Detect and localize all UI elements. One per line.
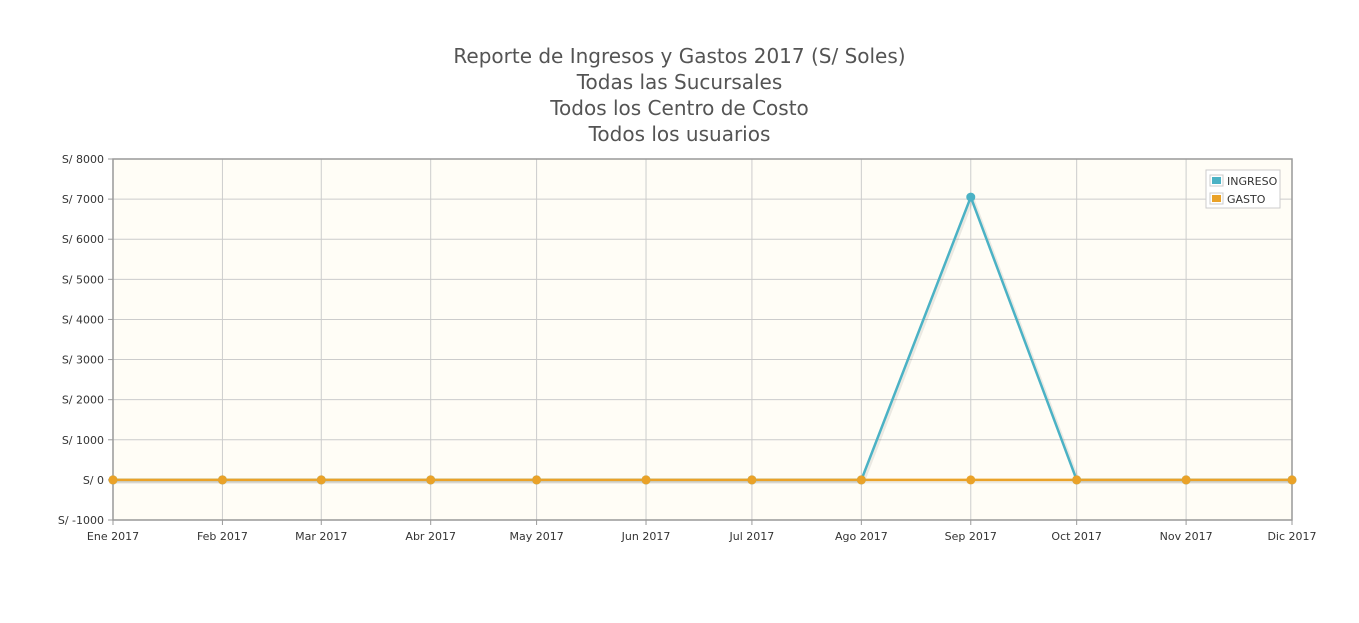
x-tick-label: Mar 2017: [295, 530, 347, 543]
data-point-ingreso: [966, 192, 976, 202]
plot-area: [113, 159, 1292, 520]
data-point-gasto: [966, 475, 976, 485]
chart-title-line-3: Todos los Centro de Costo: [550, 96, 809, 120]
y-tick-label: S/ 4000: [62, 313, 104, 326]
x-tick-label: Ene 2017: [87, 530, 139, 543]
plot-border: [112, 158, 1293, 521]
x-tick-label: Jun 2017: [621, 530, 671, 543]
data-point-gasto: [108, 475, 118, 485]
data-point-gasto: [532, 475, 542, 485]
y-tick-label: S/ 8000: [62, 153, 104, 166]
y-tick-label: S/ 5000: [62, 273, 104, 286]
x-tick-label: Ago 2017: [835, 530, 888, 543]
data-point-gasto: [747, 475, 757, 485]
y-tick-label: S/ 3000: [62, 354, 104, 367]
chart-title-line-2: Todas las Sucursales: [576, 70, 783, 94]
y-tick-label: S/ 7000: [62, 193, 104, 206]
chart-title-line-1: Reporte de Ingresos y Gastos 2017 (S/ So…: [453, 44, 906, 68]
y-tick-label: S/ 1000: [62, 434, 104, 447]
data-point-gasto: [1287, 475, 1297, 485]
y-tick-label: S/ -1000: [58, 514, 104, 527]
legend-label-gasto: GASTO: [1227, 193, 1266, 206]
x-tick-label: Jul 2017: [729, 530, 775, 543]
x-tick-label: May 2017: [509, 530, 563, 543]
data-point-gasto: [426, 475, 436, 485]
x-tick-label: Sep 2017: [945, 530, 997, 543]
data-point-gasto: [217, 475, 227, 485]
x-tick-label: Abr 2017: [405, 530, 456, 543]
legend-swatch-ingreso: [1212, 177, 1221, 184]
data-point-gasto: [856, 475, 866, 485]
y-tick-label: S/ 0: [83, 474, 104, 487]
chart-title: Reporte de Ingresos y Gastos 2017 (S/ So…: [0, 43, 1359, 147]
x-tick-label: Nov 2017: [1160, 530, 1213, 543]
data-point-gasto: [1072, 475, 1082, 485]
y-tick-label: S/ 2000: [62, 394, 104, 407]
x-tick-label: Feb 2017: [197, 530, 248, 543]
y-tick-label: S/ 6000: [62, 233, 104, 246]
chart-title-line-4: Todos los usuarios: [588, 122, 771, 146]
x-tick-label: Dic 2017: [1267, 530, 1316, 543]
series-shadow-ingreso: [114, 196, 1294, 484]
data-point-gasto: [641, 475, 651, 485]
data-point-gasto: [1181, 475, 1191, 485]
legend-swatch-gasto: [1212, 195, 1221, 202]
legend-label-ingreso: INGRESO: [1227, 175, 1278, 188]
data-point-gasto: [316, 475, 326, 485]
x-tick-label: Oct 2017: [1051, 530, 1102, 543]
